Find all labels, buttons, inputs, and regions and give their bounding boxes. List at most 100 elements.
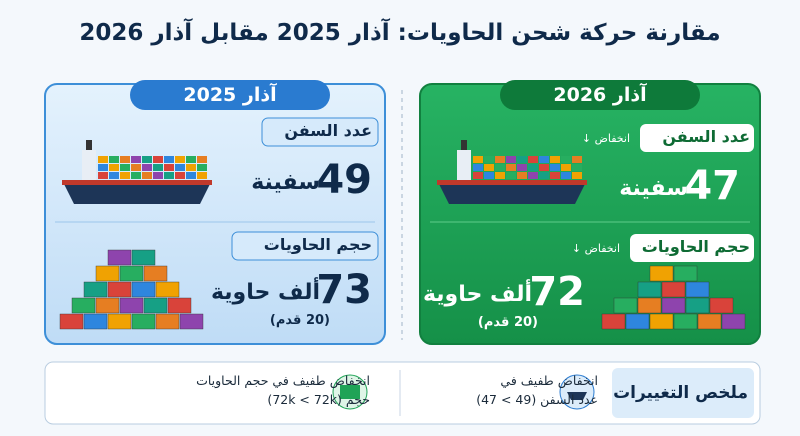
- ship-container: [120, 156, 130, 163]
- container-block: [613, 297, 638, 314]
- container-block: [131, 249, 156, 266]
- ships-unit: سفينة: [251, 170, 320, 195]
- container-block: [661, 281, 686, 298]
- ship-container: [506, 172, 516, 179]
- label-box: [640, 124, 754, 152]
- ship-container: [473, 164, 483, 171]
- ship-container: [473, 156, 483, 163]
- ship-container: [517, 172, 527, 179]
- ship-container: [550, 164, 560, 171]
- container-block: [649, 265, 674, 282]
- ship-container: [506, 164, 516, 171]
- container-block: [673, 265, 698, 282]
- container-block: [95, 297, 120, 314]
- ship-container: [109, 172, 119, 179]
- ship-container: [561, 172, 571, 179]
- summary-title: ملخص التغييرات: [613, 383, 748, 403]
- ship-container: [495, 164, 505, 171]
- ship-container: [506, 156, 516, 163]
- container-block: [637, 281, 662, 298]
- ship-container: [517, 164, 527, 171]
- ship-icon: [567, 392, 587, 400]
- container-block: [107, 281, 132, 298]
- ship-container: [561, 156, 571, 163]
- ship-container: [197, 172, 207, 179]
- ship-container: [164, 172, 174, 179]
- ship-container: [495, 172, 505, 179]
- ship-container: [484, 156, 494, 163]
- container-block: [625, 313, 650, 330]
- container-block: [697, 313, 722, 330]
- ship-container: [495, 156, 505, 163]
- summary-item: انخفاض طفيف في عدد السفن (49 > 47): [476, 372, 598, 410]
- containers-label: حجم الحاويات: [641, 237, 750, 256]
- container-block: [649, 313, 674, 330]
- container-block: [83, 281, 108, 298]
- panel-header: آذار 2026: [553, 84, 647, 106]
- ship-container: [572, 172, 582, 179]
- container-block: [143, 265, 168, 282]
- container-block: [143, 297, 168, 314]
- ship-container: [142, 164, 152, 171]
- label-box: [261, 117, 379, 147]
- summary-line: حجم (72k < 72k): [267, 391, 370, 407]
- ship-container: [572, 164, 582, 171]
- ship-container: [120, 164, 130, 171]
- ship-container: [164, 156, 174, 163]
- ship-container: [109, 164, 119, 171]
- containers-note: (20 قدم): [269, 313, 330, 328]
- container-block: [685, 281, 710, 298]
- containers-unit: ألف حاوية: [422, 282, 532, 307]
- ship-container: [98, 172, 108, 179]
- ship-container: [142, 172, 152, 179]
- change-label: انخفاض ↓: [581, 132, 630, 145]
- container-block: [107, 313, 132, 330]
- panel-header: آذار 2025: [183, 84, 277, 106]
- change-text: انخفاض: [584, 242, 620, 255]
- summary-line: انخفاض طفيف في: [500, 373, 598, 388]
- summary-title-box: [612, 368, 754, 418]
- ship-container: [550, 156, 560, 163]
- container-block: [83, 313, 108, 330]
- ship-container: [539, 156, 549, 163]
- ship-container: [153, 172, 163, 179]
- container-icon: [340, 385, 360, 399]
- ship-container: [175, 156, 185, 163]
- ship-container: [528, 172, 538, 179]
- ship-container: [142, 156, 152, 163]
- summary-item: انخفاض طفيف في حجم الحاويات حجم (72k < 7…: [196, 372, 370, 410]
- ships-label: عدد السفن: [662, 127, 750, 146]
- container-block: [119, 297, 144, 314]
- ship-container: [120, 172, 130, 179]
- ship-container: [186, 164, 196, 171]
- ship-container: [539, 172, 549, 179]
- containers-label: حجم الحاويات: [263, 235, 372, 254]
- ship-container: [98, 164, 108, 171]
- ship-container: [153, 156, 163, 163]
- ships-value: 47: [684, 163, 740, 209]
- ship-container: [131, 172, 141, 179]
- header-pill: [130, 80, 330, 110]
- container-block: [71, 297, 96, 314]
- ship-container: [539, 164, 549, 171]
- container-block: [131, 313, 156, 330]
- containers-value: 73: [316, 267, 372, 313]
- container-block: [95, 265, 120, 282]
- container-block: [673, 313, 698, 330]
- header-pill: [500, 80, 700, 110]
- ship-container: [197, 156, 207, 163]
- container-block: [685, 297, 710, 314]
- summary-line: عدد السفن (49 > 47): [476, 391, 598, 407]
- ship-container: [109, 156, 119, 163]
- ship-illustration: [62, 140, 212, 204]
- ship-container: [131, 156, 141, 163]
- title: مقارنة حركة شحن الحاويات: آذار 2025 مقاب…: [79, 20, 721, 46]
- ship-container: [550, 172, 560, 179]
- ship-container: [484, 164, 494, 171]
- ship-illustration: [437, 140, 587, 204]
- container-block: [59, 313, 84, 330]
- ship-container: [473, 172, 483, 179]
- container-block: [721, 313, 746, 330]
- container-block: [601, 313, 626, 330]
